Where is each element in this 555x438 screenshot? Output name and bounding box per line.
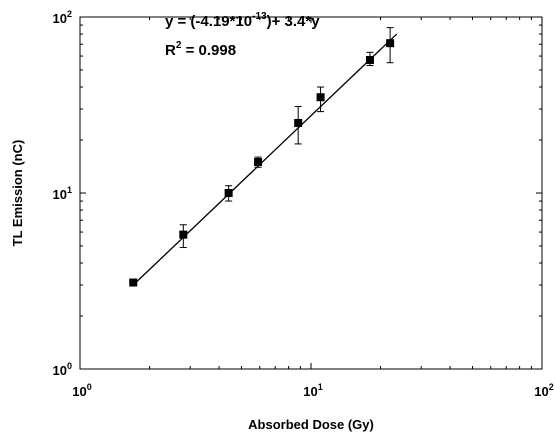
data-point: [365, 55, 374, 64]
data-point: [129, 278, 138, 287]
data-point: [224, 189, 233, 197]
fit-equation-suffix: )+ 3.4*y: [267, 13, 321, 30]
data-marks: [129, 27, 398, 287]
x-tick-label-exponent: 0: [87, 382, 92, 392]
x-tick-label-base: 10: [303, 384, 317, 399]
fit-equation-exponent: -13: [252, 11, 267, 22]
x-tick-label-exponent: 1: [318, 382, 323, 392]
data-point: [294, 118, 303, 127]
data-point: [254, 158, 263, 167]
x-tick-label-base: 10: [72, 384, 86, 399]
y-tick-label-exponent: 2: [67, 9, 72, 19]
data-point: [386, 39, 395, 48]
x-tick-label-exponent: 2: [549, 382, 554, 392]
y-axis-label: TL Emission (nC): [10, 140, 25, 247]
r-squared: R2 = 0.998: [165, 40, 236, 59]
axis-ticks: [79, 17, 542, 370]
x-tick-label: 101: [303, 382, 322, 399]
y-tick-label-exponent: 0: [67, 361, 72, 371]
x-axis-label: Absorbed Dose (Gy): [248, 417, 374, 432]
x-tick-label-base: 10: [534, 384, 548, 399]
fit-line: [132, 33, 398, 286]
fit-equation: y = (-4.19*10-13)+ 3.4*y: [165, 11, 320, 30]
y-tick-label: 101: [53, 185, 72, 202]
y-tick-label-base: 10: [53, 363, 67, 378]
fit-equation-prefix: y = (-4.19*10: [165, 13, 252, 30]
y-tick-label-base: 10: [53, 187, 67, 202]
y-tick-label: 100: [53, 361, 72, 378]
x-tick-label: 102: [534, 382, 553, 399]
r-squared-prefix: R: [165, 42, 176, 59]
plot-area-frame: [79, 16, 543, 370]
x-tick-label: 100: [72, 382, 91, 399]
r-squared-exponent: 2: [176, 40, 182, 51]
y-tick-label-exponent: 1: [67, 185, 72, 195]
data-point: [316, 93, 325, 102]
r-squared-suffix: = 0.998: [181, 42, 236, 59]
y-tick-label-base: 10: [53, 11, 67, 26]
data-point: [179, 230, 188, 239]
y-tick-label: 102: [53, 9, 72, 26]
